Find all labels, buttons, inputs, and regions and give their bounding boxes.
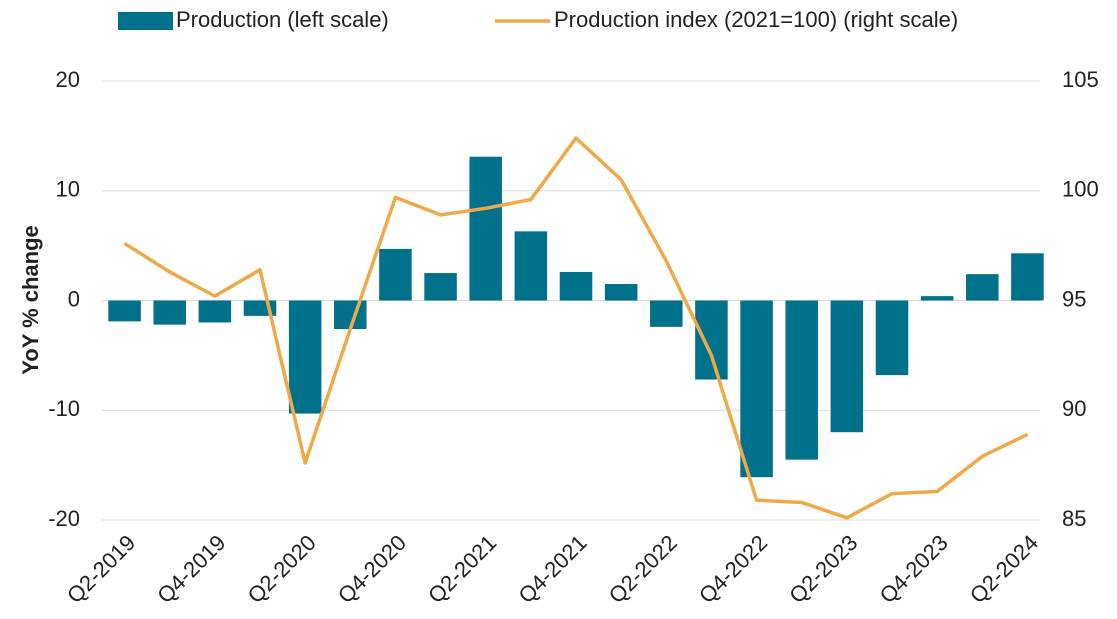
- x-tick-label: Q2-2020: [243, 530, 321, 608]
- line: [123, 136, 1029, 520]
- x-tick-label: Q2-2021: [423, 530, 501, 608]
- x-tick-label: Q2-2022: [604, 530, 682, 608]
- x-tick-label: Q4-2022: [694, 530, 772, 608]
- bar: [108, 300, 141, 322]
- bar: [785, 300, 818, 460]
- bar: [695, 300, 728, 380]
- bar: [469, 156, 502, 301]
- bar: [650, 300, 683, 327]
- bar: [379, 248, 412, 301]
- bar: [920, 296, 954, 301]
- bar: [424, 273, 457, 301]
- y-tick-label: 20: [56, 67, 80, 92]
- bar: [966, 274, 999, 301]
- bar: [1011, 253, 1044, 301]
- y2-tick-label: 95: [1062, 286, 1086, 311]
- bar: [830, 300, 864, 433]
- y-axis-label: YoY % change: [18, 225, 43, 375]
- x-tick-label: Q2-2024: [965, 530, 1043, 608]
- x-tick-label: Q4-2021: [513, 530, 591, 608]
- y2-tick-label: 85: [1062, 506, 1086, 531]
- x-tick-label: Q2-2023: [784, 530, 862, 608]
- y-tick-label: -20: [48, 506, 80, 531]
- x-tick-label: Q4-2023: [875, 530, 953, 608]
- bar: [514, 231, 548, 301]
- y-tick-label: -10: [48, 396, 80, 421]
- x-tick-label: Q4-2020: [333, 530, 411, 608]
- bar: [288, 300, 322, 414]
- y-tick-label: 0: [68, 286, 80, 311]
- y2-tick-label: 90: [1062, 396, 1086, 421]
- x-tick-label: Q2-2019: [62, 530, 140, 608]
- y-tick-label: 10: [56, 177, 80, 202]
- bar: [153, 300, 186, 325]
- bar: [559, 271, 593, 301]
- legend-swatch: [118, 12, 173, 30]
- legend-label: Production index (2021=100) (right scale…: [554, 7, 958, 32]
- bar: [875, 300, 909, 376]
- y2-tick-label: 105: [1062, 67, 1099, 92]
- bar: [604, 284, 638, 301]
- bar: [198, 300, 232, 323]
- x-tick-label: Q4-2019: [152, 530, 230, 608]
- legend-label: Production (left scale): [176, 7, 389, 32]
- bar: [740, 300, 773, 478]
- y2-tick-label: 100: [1062, 177, 1099, 202]
